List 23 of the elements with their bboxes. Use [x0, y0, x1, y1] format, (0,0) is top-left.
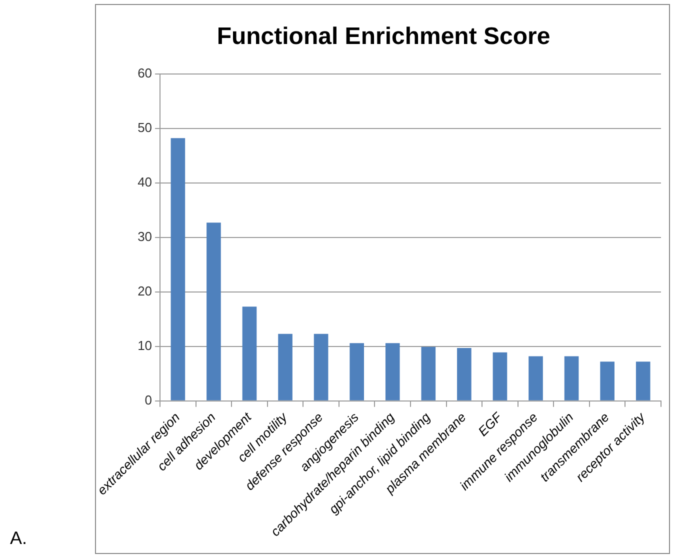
y-tick-label: 60 — [138, 65, 152, 80]
chart-title: Functional Enrichment Score — [216, 23, 550, 50]
y-tick-label: 30 — [138, 228, 152, 244]
bar — [242, 306, 257, 400]
y-tick-label: 0 — [144, 392, 152, 408]
bar — [457, 348, 472, 400]
bar — [492, 352, 508, 400]
y-tick-label: 20 — [138, 283, 152, 298]
bar — [170, 138, 186, 400]
y-tick-label: 10 — [138, 338, 152, 353]
bar — [421, 346, 436, 400]
bar — [278, 334, 292, 400]
bar — [314, 334, 328, 400]
bar — [350, 343, 364, 400]
bar — [600, 362, 614, 400]
bar — [385, 343, 400, 400]
bar — [206, 222, 221, 400]
text: A. — [10, 528, 28, 549]
bar — [528, 356, 543, 400]
bar — [564, 356, 579, 400]
y-tick-label: 40 — [138, 174, 152, 190]
bar — [636, 362, 650, 400]
y-tick-label: 50 — [138, 120, 152, 135]
